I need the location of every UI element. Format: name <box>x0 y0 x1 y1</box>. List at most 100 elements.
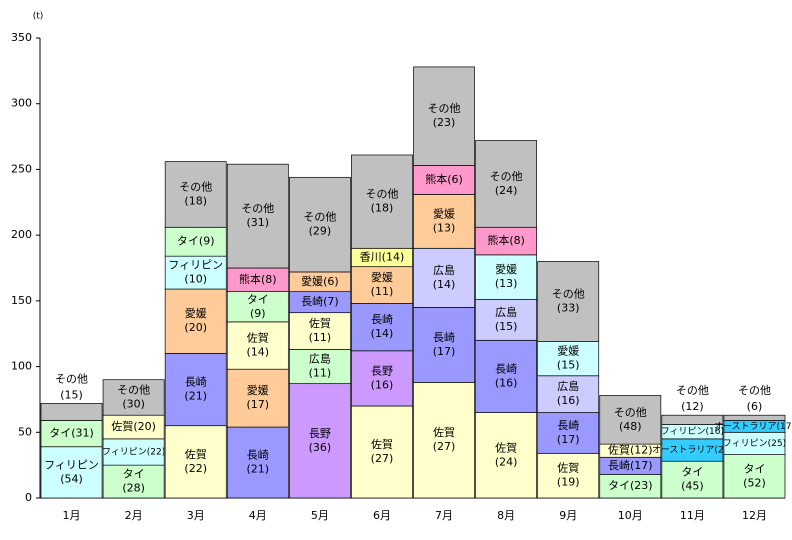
segment-label: 広島 <box>309 352 331 366</box>
segment-label: フィリピン <box>44 458 99 471</box>
segment-label: (21) <box>246 463 269 476</box>
bar-segment <box>537 412 600 454</box>
segment-label: その他 <box>365 188 398 201</box>
bar-segment <box>288 312 351 350</box>
segment-label: (11) <box>371 285 394 298</box>
segment-label: (13) <box>433 221 456 234</box>
segment-label: (23) <box>433 116 456 129</box>
bar-segment <box>40 420 103 448</box>
segment-label: 佐賀 <box>371 437 393 451</box>
segment-label: 愛媛(6) <box>301 274 339 288</box>
bar-segment <box>164 425 227 499</box>
segment-label: (11) <box>309 331 332 344</box>
bar-segment <box>164 161 227 228</box>
segment-label: (24) <box>495 184 518 197</box>
bar-segment <box>164 353 227 427</box>
segment-label: 佐賀 <box>433 425 455 439</box>
segment-label: 愛媛 <box>495 262 517 276</box>
segment-label: (15) <box>60 388 83 401</box>
bar-segment <box>475 226 538 256</box>
x-tick-label: 6月 <box>373 509 391 522</box>
segment-label: タイ <box>123 468 145 481</box>
segment-label: タイ(9) <box>177 235 215 248</box>
x-tick-label: 1月 <box>63 509 81 522</box>
segment-label: (13) <box>495 277 518 290</box>
segment-label: 長崎 <box>371 312 393 326</box>
bar-segment <box>288 383 351 499</box>
segment-label: (15) <box>557 359 580 372</box>
segment-label: タイ(31) <box>49 427 94 440</box>
bar-segment <box>413 165 475 195</box>
segment-label: 熊本(6) <box>425 172 463 186</box>
bar-segment <box>723 414 786 421</box>
bar-segment <box>475 254 538 300</box>
y-tick-label: 50 <box>18 425 32 438</box>
x-tick-label: 2月 <box>125 509 143 522</box>
bar-segment <box>413 381 475 499</box>
segment-label: (9) <box>250 307 266 320</box>
segment-label: (31) <box>246 216 269 229</box>
bar-segment <box>599 395 662 445</box>
segment-label: 愛媛 <box>371 270 393 284</box>
segment-label: オーストラリア(17) <box>714 421 792 432</box>
x-tick-label: 11月 <box>680 509 705 522</box>
y-tick-label: 0 <box>25 491 32 504</box>
bar-segment <box>661 414 724 425</box>
bar-segment <box>351 266 413 304</box>
segment-label: (27) <box>371 452 394 465</box>
segment-label: 愛媛 <box>185 306 207 320</box>
segment-label: (14) <box>433 278 456 291</box>
segment-label: 佐賀 <box>557 461 579 475</box>
bar-segment <box>226 291 289 323</box>
bar-segment <box>226 321 289 370</box>
segment-label: (16) <box>495 376 518 389</box>
segment-label: (14) <box>371 327 394 340</box>
segment-label: その他 <box>241 202 274 215</box>
segment-label: 佐賀 <box>309 316 331 330</box>
segment-label: (12) <box>681 400 704 413</box>
bar-segment <box>351 303 413 352</box>
x-tick-label: 8月 <box>497 509 515 522</box>
segment-label: (45) <box>681 480 704 493</box>
bar-segment <box>413 247 475 308</box>
segment-label: (16) <box>557 394 580 407</box>
y-unit: (t) <box>33 12 44 22</box>
bar-segment <box>226 368 289 428</box>
segment-label: (30) <box>122 397 145 410</box>
bar-segment <box>102 464 165 499</box>
segment-label: その他 <box>738 384 771 397</box>
segment-label: タイ <box>743 462 765 475</box>
segment-label: 佐賀(12) <box>608 443 653 457</box>
segment-label: タイ(23) <box>608 479 653 492</box>
segment-label: (22) <box>184 462 207 475</box>
segment-label: (10) <box>184 273 207 286</box>
segment-label: (28) <box>122 482 145 495</box>
segment-label: 長崎 <box>433 330 455 344</box>
bar-segment <box>537 261 600 342</box>
segment-label: その他 <box>55 372 88 385</box>
bar-segment <box>102 379 165 416</box>
y-tick-label: 200 <box>11 228 32 241</box>
segment-label: 長崎(7) <box>301 294 339 308</box>
x-tick-label: 5月 <box>311 509 329 522</box>
bar-segment <box>164 288 227 354</box>
bar-segment <box>40 403 103 421</box>
y-tick-label: 100 <box>11 360 32 373</box>
segment-label: 広島 <box>495 305 517 319</box>
bar-segment <box>351 350 413 407</box>
segment-label: その他 <box>552 288 585 301</box>
segment-label: (33) <box>557 302 580 315</box>
segment-label: 香川(14) <box>360 250 405 263</box>
segment-label: その他 <box>303 211 336 224</box>
segment-label: 愛媛 <box>247 383 269 397</box>
segment-label: その他 <box>614 406 647 419</box>
segment-label: 長崎 <box>247 448 269 462</box>
segment-label: 広島 <box>557 379 579 393</box>
segment-label: 長崎 <box>185 375 207 389</box>
bar-segment <box>164 226 227 257</box>
y-tick-label: 150 <box>11 294 32 307</box>
segment-label: その他 <box>490 170 523 183</box>
segment-label: 熊本(8) <box>239 272 277 286</box>
segment-label: 広島 <box>433 263 455 277</box>
